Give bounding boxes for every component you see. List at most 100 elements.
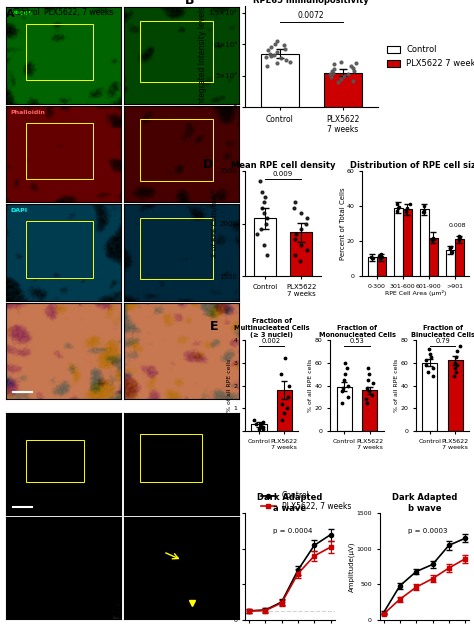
Point — [447, 242, 455, 252]
Point — [450, 371, 457, 381]
Point — [280, 408, 288, 418]
Point — [429, 364, 437, 374]
Point — [425, 367, 432, 377]
Point — [377, 249, 385, 259]
Point — [339, 383, 346, 393]
Bar — [277, 390, 292, 431]
Point — [364, 364, 372, 374]
Text: 0.53: 0.53 — [350, 338, 365, 344]
Bar — [362, 390, 377, 431]
Point — [273, 47, 281, 57]
Point — [420, 202, 428, 212]
Point — [429, 233, 437, 243]
Y-axis label: Integrated Intensity levels: Integrated Intensity levels — [198, 6, 207, 107]
Point — [363, 398, 371, 408]
Point — [257, 224, 265, 234]
Point — [268, 51, 275, 61]
Bar — [377, 257, 386, 277]
Point — [284, 392, 292, 402]
Point — [338, 398, 346, 408]
Y-axis label: Percent of Total Cells: Percent of Total Cells — [339, 187, 346, 260]
Text: D: D — [203, 158, 213, 171]
Point — [452, 352, 460, 362]
Point — [297, 208, 305, 218]
Point — [277, 53, 284, 63]
Point — [364, 375, 372, 385]
Point — [426, 349, 434, 359]
Point — [251, 415, 258, 425]
Point — [291, 203, 298, 213]
Legend: Control, PLX5622 7 weeks: Control, PLX5622 7 weeks — [387, 45, 474, 68]
Title: Dark Adapted
a wave: Dark Adapted a wave — [257, 493, 322, 513]
Y-axis label: % of all RPE cells: % of all RPE cells — [309, 359, 313, 413]
Bar — [140, 218, 213, 279]
Bar — [26, 221, 93, 277]
Text: Control: Control — [12, 414, 40, 423]
Bar — [337, 387, 352, 431]
Point — [283, 403, 291, 413]
Title: Distribution of RPE cell size: Distribution of RPE cell size — [350, 161, 474, 170]
Text: 0.79: 0.79 — [435, 338, 450, 344]
Point — [273, 58, 281, 68]
Point — [456, 232, 464, 242]
Text: C: C — [6, 414, 14, 424]
Text: E: E — [210, 320, 219, 333]
Bar — [368, 257, 377, 277]
Title: Fraction of
Mononucleated Cells: Fraction of Mononucleated Cells — [319, 325, 396, 338]
Text: p = 0.0004: p = 0.0004 — [273, 528, 313, 534]
Point — [263, 213, 271, 223]
Point — [260, 208, 268, 218]
Point — [260, 197, 267, 207]
Point — [298, 224, 305, 234]
Point — [456, 341, 464, 351]
Point — [302, 218, 310, 228]
Point — [352, 58, 360, 68]
Text: p = 0.0003: p = 0.0003 — [408, 528, 447, 534]
Point — [365, 386, 373, 396]
Title: Mean RPE cell density: Mean RPE cell density — [231, 161, 335, 170]
Point — [343, 364, 351, 374]
Text: Control: Control — [12, 8, 40, 16]
Point — [362, 394, 370, 404]
Point — [367, 252, 375, 262]
Text: A: A — [6, 9, 14, 19]
Legend: Control, PLX5622, 7 weeks: Control, PLX5622, 7 weeks — [260, 491, 352, 511]
Point — [259, 422, 267, 432]
Text: PLX5622, 7 weeks: PLX5622, 7 weeks — [44, 414, 113, 423]
Point — [422, 356, 430, 366]
Point — [345, 69, 352, 80]
Point — [291, 197, 299, 207]
Point — [255, 424, 263, 434]
Point — [328, 72, 335, 82]
Point — [393, 206, 401, 216]
Point — [429, 371, 437, 381]
Title: RPE65 Immunopositivity: RPE65 Immunopositivity — [254, 0, 369, 6]
Point — [451, 364, 458, 374]
Point — [298, 240, 305, 250]
Point — [350, 66, 357, 76]
Point — [328, 66, 336, 76]
Point — [278, 415, 286, 425]
Point — [259, 424, 267, 434]
Point — [264, 46, 272, 56]
Bar — [140, 434, 201, 482]
Point — [272, 39, 279, 49]
Text: Phalloidin: Phalloidin — [11, 110, 46, 115]
Bar — [26, 24, 93, 81]
Y-axis label: # of RPE Cells/mm²: # of RPE Cells/mm² — [211, 190, 218, 257]
Point — [369, 252, 376, 262]
Bar — [324, 73, 362, 107]
Point — [337, 74, 344, 84]
Point — [342, 369, 349, 379]
Point — [257, 422, 264, 432]
Text: B: B — [185, 0, 195, 7]
Text: 0.008: 0.008 — [449, 223, 466, 228]
Text: 0.009: 0.009 — [273, 170, 293, 177]
Point — [395, 202, 403, 212]
Text: DAPI: DAPI — [11, 208, 28, 213]
Point — [259, 417, 267, 427]
Point — [453, 367, 460, 377]
Point — [402, 207, 410, 217]
Point — [375, 250, 383, 260]
Point — [344, 392, 352, 402]
